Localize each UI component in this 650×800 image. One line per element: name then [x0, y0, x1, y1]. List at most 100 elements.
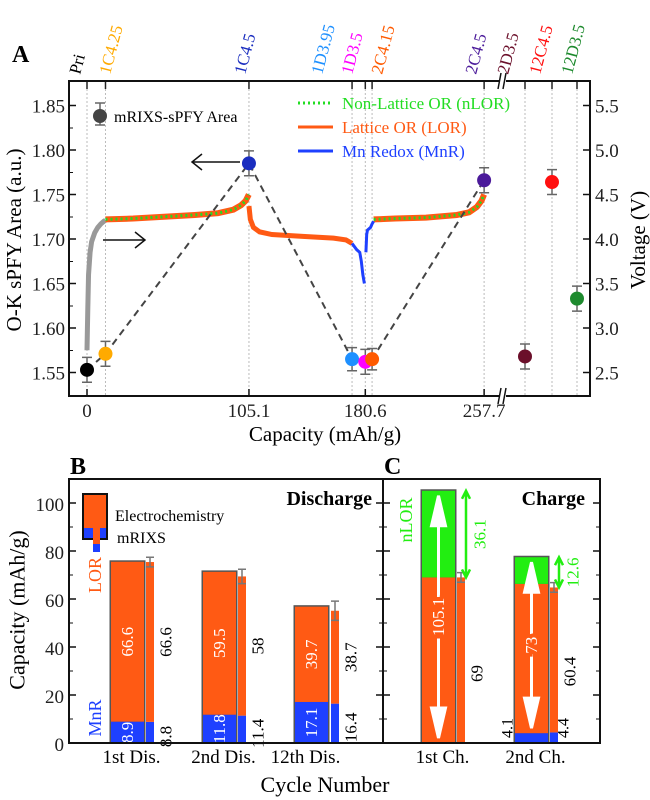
mrixs-bar-mnr [146, 721, 154, 743]
y2-tick-label: 5.0 [595, 141, 619, 162]
side-label-lor: LOR [85, 557, 105, 593]
electro-mnr-value: 8.9 [118, 722, 137, 743]
mrixs-mnr-value: 11.4 [249, 718, 268, 748]
electro-bar-lor [295, 606, 328, 702]
y2-tick-label: 5.5 [595, 97, 619, 118]
mrixs-error-bar [238, 568, 246, 585]
category-label: 12th Dis. [271, 747, 341, 768]
data-point [365, 352, 380, 367]
y-tick-label: 1.65 [32, 275, 65, 296]
y-tick-label: 1.60 [32, 319, 65, 340]
data-point [518, 349, 532, 364]
data-point [98, 346, 113, 361]
axis-break-mark [502, 387, 507, 405]
mrixs-bar-lor [550, 587, 558, 733]
side-label-mnr: MnR [85, 699, 105, 736]
y-tick-label: 1.70 [32, 230, 65, 251]
left-arrow-icon [190, 153, 240, 171]
x-tick-label: 257.7 [463, 401, 506, 422]
panel-title-charge: Charge [522, 488, 585, 510]
electro-mnr-value: 4.1 [500, 718, 517, 738]
voltage-curve-mnr-discharge [350, 242, 366, 284]
y-tick-label: 1.55 [32, 364, 65, 385]
double-arrow-icon [429, 495, 448, 739]
mrixs-bar-lor [146, 562, 154, 722]
nlor-value: 12.6 [564, 557, 583, 587]
legend-mrixs-label: mRIXS [117, 530, 166, 547]
plot-frame-bc [68, 478, 601, 744]
y2-tick-label: 4.5 [595, 186, 619, 207]
legend-mrixs-lor [93, 524, 100, 544]
legend-electro-lor [84, 495, 106, 528]
x-tick-label: 105.1 [228, 401, 271, 422]
y2-tick-label: 3.0 [595, 319, 619, 340]
y-axis-label-a: O-K sPFY Area (a.u.) [2, 149, 26, 332]
data-point [241, 156, 256, 171]
electro-bar-mnr [111, 721, 144, 743]
mrixs-mnr-value: 8.8 [157, 726, 176, 747]
side-label-nlor: nLOR [396, 498, 416, 543]
point-label: 12D3.5 [558, 22, 589, 76]
electro-bar-mnr [203, 714, 236, 743]
panel-label-a: A [12, 42, 30, 68]
y2-tick-label: 3.5 [595, 275, 619, 296]
y-tick-label: 40 [45, 639, 64, 660]
charge-capacity-value: 73 [522, 637, 541, 654]
mrixs-lor-value: 58 [249, 638, 268, 655]
panel-label-c: C [384, 454, 401, 480]
electro-bar-mnr [295, 701, 328, 743]
point-label: 1C4.25 [96, 23, 127, 76]
nlor-double-arrow-icon [460, 487, 472, 581]
legend-electro-label: Electrochemistry [115, 508, 224, 525]
data-point [545, 175, 559, 190]
point-label: Pri [66, 52, 90, 76]
category-label: 2nd Ch. [505, 747, 565, 768]
electro-mnr-value: 11.8 [210, 714, 229, 743]
x-axis-label-a: Capacity (mAh/g) [249, 422, 401, 446]
axis-break-mark [502, 72, 507, 90]
panel-label-b: B [70, 454, 86, 480]
legend-lor-label: Lattice OR (LOR) [342, 118, 467, 137]
y-tick-label: 80 [45, 543, 64, 564]
mrixs-bar-mnr [238, 715, 246, 743]
y2-tick-label: 4.0 [595, 230, 619, 251]
mrixs-lor-value: 60.4 [561, 656, 580, 686]
legend-nlor-label: Non-Lattice OR (nLOR) [342, 94, 510, 113]
mrixs-bar-mnr [550, 732, 558, 743]
category-label: 2nd Dis. [191, 747, 255, 768]
electro-lor-value: 66.6 [118, 627, 137, 657]
point-label: 12C4.5 [526, 23, 557, 76]
mrixs-bar-lor [331, 610, 339, 704]
dashed-trend-line [86, 161, 485, 371]
data-point [345, 352, 360, 367]
y-tick-label: 60 [45, 591, 64, 612]
right-arrow-icon [103, 231, 147, 249]
y2-tick-label: 2.5 [595, 364, 619, 385]
point-label: 2D3.5 [494, 31, 523, 77]
electro-bar-lor [111, 561, 144, 722]
axis-break-mark [497, 387, 502, 405]
electro-bar-lor [203, 571, 236, 715]
charge-capacity-value: 105.1 [429, 598, 448, 636]
axis-break-gap [499, 73, 506, 89]
legend-mnr-label: Mn Redox (MnR) [342, 142, 465, 161]
x-tick-label: 0 [82, 401, 92, 422]
mrixs-mnr-value: 16.4 [342, 712, 361, 742]
axis-break-gap [499, 388, 506, 404]
mrixs-mnr-value: 4.4 [556, 718, 573, 738]
y2-axis-label-a: Voltage (V) [626, 191, 650, 289]
x-axis-label-b: Cycle Number [261, 772, 391, 797]
y-tick-label: 20 [45, 687, 64, 708]
y-tick-label: 100 [36, 495, 65, 516]
electro-bar-mnr [515, 733, 548, 743]
legend-marker-label: mRIXS-sPFY Area [114, 109, 237, 126]
point-label: 1D3.95 [308, 22, 339, 76]
y-axis-label-b: Capacity (mAh/g) [5, 530, 30, 689]
electro-mnr-value: 17.1 [302, 708, 321, 738]
voltage-curve-initial [84, 218, 107, 351]
y-tick-label: 1.85 [32, 97, 65, 118]
mrixs-bar-lor [238, 576, 246, 716]
panel-title-discharge: Discharge [286, 488, 372, 510]
category-label: 1st Ch. [416, 747, 470, 768]
